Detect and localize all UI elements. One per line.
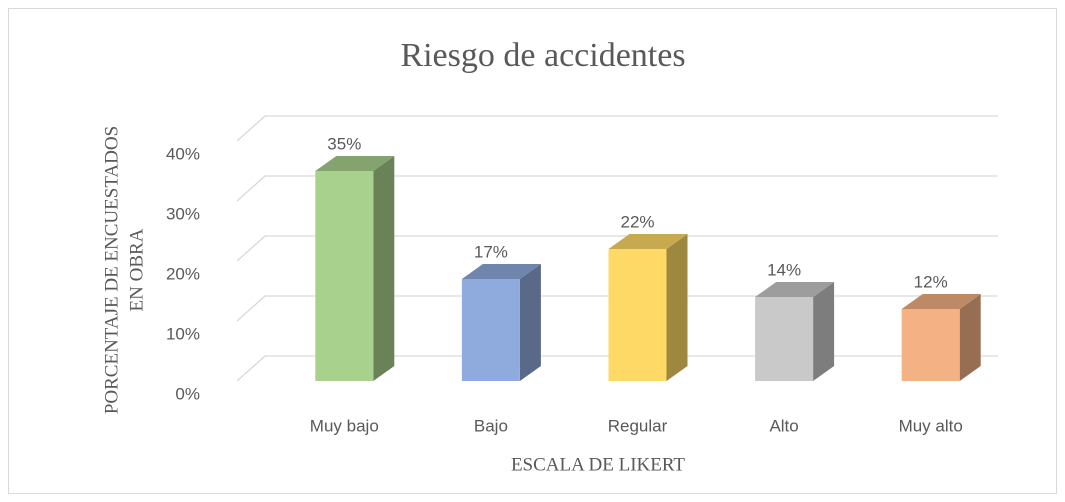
bar — [315, 171, 374, 381]
grid-line — [236, 295, 998, 322]
bar-top — [608, 234, 688, 249]
y-tick-label: 20% — [166, 264, 200, 283]
bar-side — [666, 234, 688, 381]
grid-line — [236, 235, 998, 262]
y-tick-label: 10% — [166, 324, 200, 343]
y-axis-label: EN OBRA — [126, 228, 147, 311]
bar-top — [315, 156, 395, 171]
bar-side — [373, 156, 395, 381]
data-label: 22% — [620, 212, 654, 231]
bar-side — [519, 264, 541, 381]
grid-line — [236, 355, 998, 382]
x-tick-label: Muy alto — [899, 416, 963, 435]
x-tick-label: Bajo — [474, 416, 508, 435]
bar — [755, 297, 814, 381]
grid-line — [236, 115, 998, 142]
data-label: 17% — [474, 242, 508, 261]
bar — [901, 309, 960, 381]
x-axis-label: ESCALA DE LIKERT — [511, 454, 685, 475]
data-label: 12% — [914, 272, 948, 291]
y-tick-label: 0% — [175, 384, 200, 403]
chart-title: Riesgo de accidentes — [400, 37, 685, 74]
bar-top — [901, 294, 981, 309]
bar — [608, 249, 667, 381]
bar-top — [461, 264, 541, 279]
bar-side — [813, 282, 835, 381]
chart-border — [8, 8, 1057, 494]
x-tick-label: Regular — [608, 416, 668, 435]
bar-top — [755, 282, 835, 297]
grid-line — [236, 175, 998, 202]
bar — [461, 279, 520, 381]
bar-side — [959, 294, 981, 381]
data-label: 14% — [767, 260, 801, 279]
x-tick-label: Muy bajo — [310, 416, 379, 435]
x-tick-label: Alto — [769, 416, 798, 435]
y-tick-label: 30% — [166, 204, 200, 223]
y-axis-label: PORCENTAJE DE ENCUESTADOS — [101, 126, 122, 414]
data-label: 35% — [327, 134, 361, 153]
y-tick-label: 40% — [166, 144, 200, 163]
